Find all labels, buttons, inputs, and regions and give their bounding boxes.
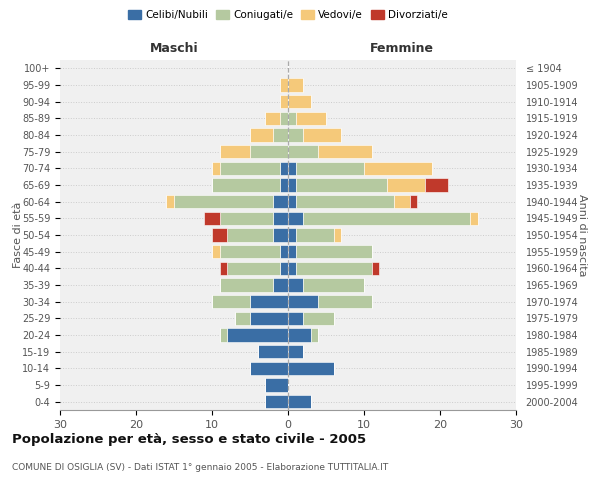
Bar [303, 312, 334, 325]
Legend: Celibi/Nubili, Coniugati/e, Vedovi/e, Divorziati/e: Celibi/Nubili, Coniugati/e, Vedovi/e, Di… [127, 8, 449, 22]
Bar [220, 245, 280, 258]
Bar [288, 195, 296, 208]
Text: Popolazione per età, sesso e stato civile - 2005: Popolazione per età, sesso e stato civil… [12, 432, 366, 446]
Bar [296, 178, 387, 192]
Bar [273, 278, 288, 291]
Bar [296, 228, 334, 241]
Bar [227, 228, 273, 241]
Bar [280, 95, 288, 108]
Bar [280, 178, 288, 192]
Bar [220, 212, 273, 225]
Bar [288, 328, 311, 342]
Bar [250, 362, 288, 375]
Bar [296, 195, 394, 208]
Bar [364, 162, 433, 175]
Bar [273, 212, 288, 225]
Bar [174, 195, 273, 208]
Bar [288, 95, 311, 108]
Bar [296, 162, 364, 175]
Bar [296, 262, 371, 275]
Bar [394, 195, 410, 208]
Bar [303, 278, 364, 291]
Text: Anni di nascita: Anni di nascita [577, 194, 587, 276]
Bar [220, 328, 227, 342]
Bar [296, 112, 326, 125]
Bar [288, 162, 296, 175]
Bar [212, 228, 227, 241]
Bar [235, 312, 250, 325]
Bar [425, 178, 448, 192]
Bar [257, 345, 288, 358]
Bar [280, 112, 288, 125]
Text: Fasce di età: Fasce di età [13, 202, 23, 268]
Bar [280, 262, 288, 275]
Bar [250, 295, 288, 308]
Bar [319, 145, 371, 158]
Bar [265, 112, 280, 125]
Bar [220, 262, 227, 275]
Bar [288, 345, 303, 358]
Bar [296, 245, 371, 258]
Bar [273, 228, 288, 241]
Bar [470, 212, 478, 225]
Bar [288, 78, 303, 92]
Text: Maschi: Maschi [149, 42, 199, 55]
Bar [280, 162, 288, 175]
Bar [227, 328, 288, 342]
Bar [212, 162, 220, 175]
Bar [303, 212, 470, 225]
Bar [205, 212, 220, 225]
Bar [288, 245, 296, 258]
Bar [220, 278, 273, 291]
Bar [220, 145, 250, 158]
Bar [288, 395, 311, 408]
Bar [288, 362, 334, 375]
Bar [265, 378, 288, 392]
Text: Femmine: Femmine [370, 42, 434, 55]
Bar [334, 228, 341, 241]
Bar [265, 395, 288, 408]
Bar [288, 312, 303, 325]
Bar [212, 178, 280, 192]
Bar [410, 195, 417, 208]
Bar [288, 145, 319, 158]
Bar [280, 78, 288, 92]
Bar [319, 295, 371, 308]
Bar [311, 328, 319, 342]
Bar [288, 262, 296, 275]
Bar [387, 178, 425, 192]
Bar [371, 262, 379, 275]
Bar [212, 295, 250, 308]
Bar [288, 212, 303, 225]
Text: COMUNE DI OSIGLIA (SV) - Dati ISTAT 1° gennaio 2005 - Elaborazione TUTTITALIA.IT: COMUNE DI OSIGLIA (SV) - Dati ISTAT 1° g… [12, 462, 388, 471]
Bar [220, 162, 280, 175]
Bar [288, 278, 303, 291]
Bar [288, 128, 303, 141]
Bar [227, 262, 280, 275]
Bar [288, 295, 319, 308]
Bar [280, 245, 288, 258]
Bar [288, 112, 296, 125]
Bar [288, 178, 296, 192]
Bar [250, 145, 288, 158]
Bar [212, 245, 220, 258]
Bar [303, 128, 341, 141]
Bar [273, 195, 288, 208]
Bar [250, 128, 273, 141]
Bar [166, 195, 174, 208]
Bar [288, 228, 296, 241]
Bar [273, 128, 288, 141]
Bar [250, 312, 288, 325]
